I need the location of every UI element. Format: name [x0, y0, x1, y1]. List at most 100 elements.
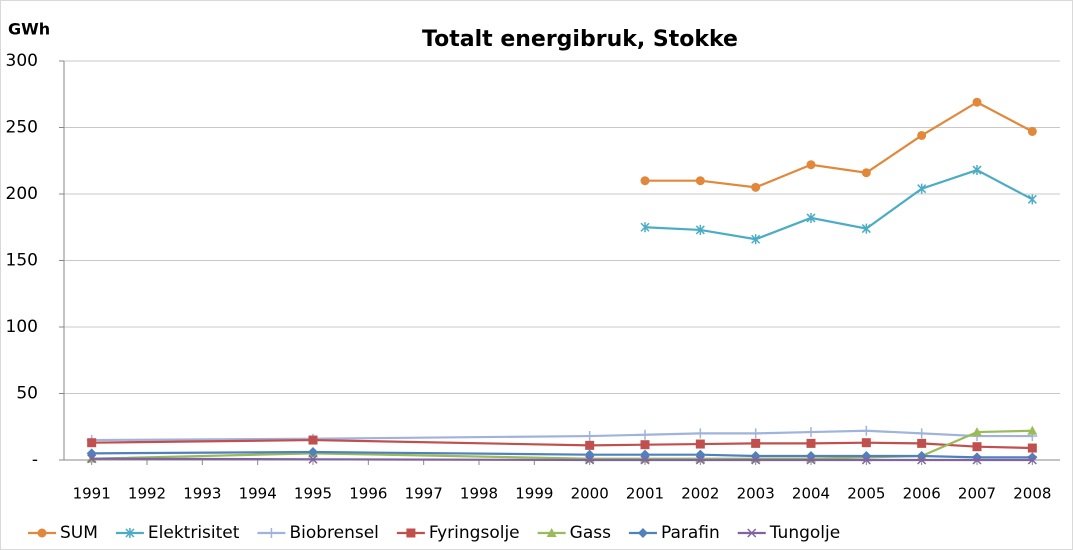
- marker: [695, 428, 706, 439]
- marker: [584, 431, 595, 442]
- legend-entry: Biobrensel: [257, 523, 379, 543]
- marker: [861, 223, 871, 234]
- series-line: [645, 100, 1033, 189]
- marker: [861, 438, 871, 448]
- marker: [585, 440, 595, 450]
- marker: [640, 222, 650, 233]
- series-line: [644, 168, 1033, 241]
- marker: [750, 428, 761, 439]
- marker: [806, 160, 816, 170]
- legend-entry: Elektrisitet: [115, 523, 240, 543]
- marker: [1027, 425, 1038, 435]
- marker: [406, 528, 416, 538]
- marker: [125, 528, 135, 538]
- marker: [917, 130, 927, 140]
- marker: [1027, 126, 1037, 136]
- x-tick-label: 2005: [847, 485, 885, 503]
- marker: [972, 442, 982, 452]
- x-tick-label: 1995: [294, 485, 332, 503]
- y-axis-label: GWh: [8, 20, 50, 39]
- marker: [308, 447, 318, 458]
- marker: [546, 528, 557, 537]
- marker: [972, 427, 982, 437]
- marker: [861, 455, 871, 465]
- x-tick-label: 1991: [73, 485, 111, 503]
- marker: [87, 438, 97, 448]
- legend-label: Parafin: [661, 523, 720, 543]
- marker: [751, 234, 761, 245]
- marker: [806, 212, 816, 223]
- legend-label: Elektrisitet: [148, 523, 240, 543]
- chart-title: Totalt energibruk, Stokke: [422, 27, 738, 52]
- marker: [640, 440, 650, 450]
- x-tick-label: 1992: [128, 485, 166, 503]
- marker: [751, 455, 761, 465]
- marker: [1027, 194, 1037, 205]
- x-tick-label: 1994: [239, 485, 277, 503]
- legend-label: SUM: [60, 523, 98, 543]
- marker: [972, 165, 982, 176]
- marker: [747, 528, 757, 538]
- marker: [917, 183, 927, 194]
- marker: [917, 438, 927, 448]
- x-tick-label: 1998: [460, 485, 498, 503]
- marker: [695, 224, 705, 235]
- marker: [806, 438, 816, 448]
- x-tick-label: 2004: [792, 485, 830, 503]
- x-tick-label: 2006: [903, 485, 941, 503]
- marker: [972, 97, 982, 107]
- marker: [695, 439, 705, 449]
- legend-entry: Gass: [537, 523, 611, 543]
- marker: [87, 454, 97, 464]
- y-tick-label: 150: [6, 251, 38, 271]
- x-tick-label: 2000: [571, 485, 609, 503]
- marker: [916, 428, 927, 439]
- x-tick-label: 2007: [958, 485, 996, 503]
- marker: [585, 455, 595, 465]
- legend-entry: Tungolje: [737, 523, 840, 543]
- x-tick-label: 2008: [1013, 485, 1051, 503]
- x-tick-label: 2002: [681, 485, 719, 503]
- x-tick-label: 1996: [349, 485, 387, 503]
- legend-entry: SUM: [28, 523, 98, 543]
- marker: [806, 427, 816, 438]
- x-tick-label: 2003: [737, 485, 775, 503]
- marker: [695, 455, 705, 465]
- marker: [751, 182, 761, 192]
- marker: [308, 454, 318, 464]
- marker: [1027, 443, 1037, 453]
- x-tick-label: 1997: [405, 485, 443, 503]
- marker: [861, 168, 871, 178]
- marker: [37, 528, 47, 538]
- legend-entry: Fyringsolje: [396, 523, 520, 543]
- marker: [861, 425, 872, 436]
- marker: [308, 435, 318, 445]
- marker: [266, 528, 277, 538]
- marker: [917, 455, 927, 465]
- x-tick-label: 2001: [626, 485, 664, 503]
- x-tick-label: 1999: [515, 485, 553, 503]
- legend-entry: Parafin: [628, 523, 720, 543]
- marker: [640, 455, 650, 465]
- legend-label: Biobrensel: [289, 523, 378, 543]
- marker: [751, 438, 761, 448]
- marker: [806, 455, 816, 465]
- y-tick-label: 50: [16, 384, 38, 404]
- y-tick-label: 250: [6, 118, 38, 138]
- marker: [695, 176, 705, 186]
- marker: [972, 455, 982, 465]
- marker: [640, 176, 650, 186]
- marker: [640, 429, 650, 440]
- marker: [1027, 455, 1037, 465]
- legend-label: Tungolje: [769, 523, 840, 543]
- y-tick-label: -: [32, 450, 38, 470]
- y-tick-label: 200: [6, 184, 38, 204]
- marker: [637, 528, 648, 538]
- y-tick-label: 300: [6, 51, 38, 71]
- x-tick-label: 1993: [183, 485, 221, 503]
- legend-label: Fyringsolje: [429, 523, 520, 543]
- y-tick-label: 100: [6, 317, 38, 337]
- legend-label: Gass: [570, 523, 611, 543]
